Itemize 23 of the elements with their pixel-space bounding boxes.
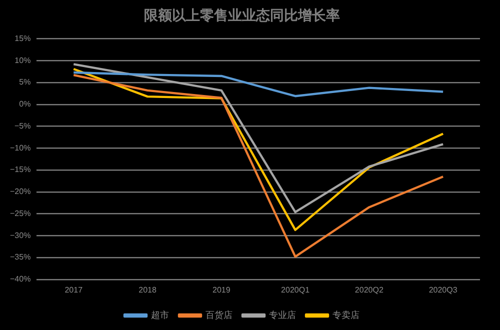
legend-label: 超市: [151, 310, 169, 321]
x-tick-label: 2020Q1: [281, 285, 310, 294]
y-tick-label: −5%: [14, 121, 31, 130]
y-tick-label: −20%: [10, 187, 31, 196]
x-tick-label: 2019: [212, 285, 231, 294]
y-tick-label: 5%: [19, 78, 31, 87]
y-tick-label: 10%: [14, 56, 31, 65]
y-tick-label: 0%: [19, 100, 31, 109]
y-tick-label: −30%: [10, 230, 31, 240]
x-tick-label: 2018: [138, 285, 157, 294]
x-tick-label: 2020Q2: [354, 285, 384, 294]
chart-title: 限额以上零售业业态同比增长率: [144, 7, 340, 24]
y-tick-label: −35%: [10, 252, 31, 262]
legend-label: 专业店: [269, 310, 296, 321]
y-tick-label: 15%: [14, 34, 31, 44]
legend-label: 专卖店: [332, 310, 360, 321]
legend-label: 百货店: [206, 310, 232, 321]
y-tick-label: −25%: [10, 208, 31, 218]
y-tick-label: −40%: [10, 274, 31, 284]
y-tick-label: −15%: [10, 165, 31, 174]
x-tick-label: 2020Q3: [428, 285, 458, 294]
x-tick-label: 2017: [64, 285, 84, 294]
y-tick-label: −10%: [10, 143, 31, 152]
